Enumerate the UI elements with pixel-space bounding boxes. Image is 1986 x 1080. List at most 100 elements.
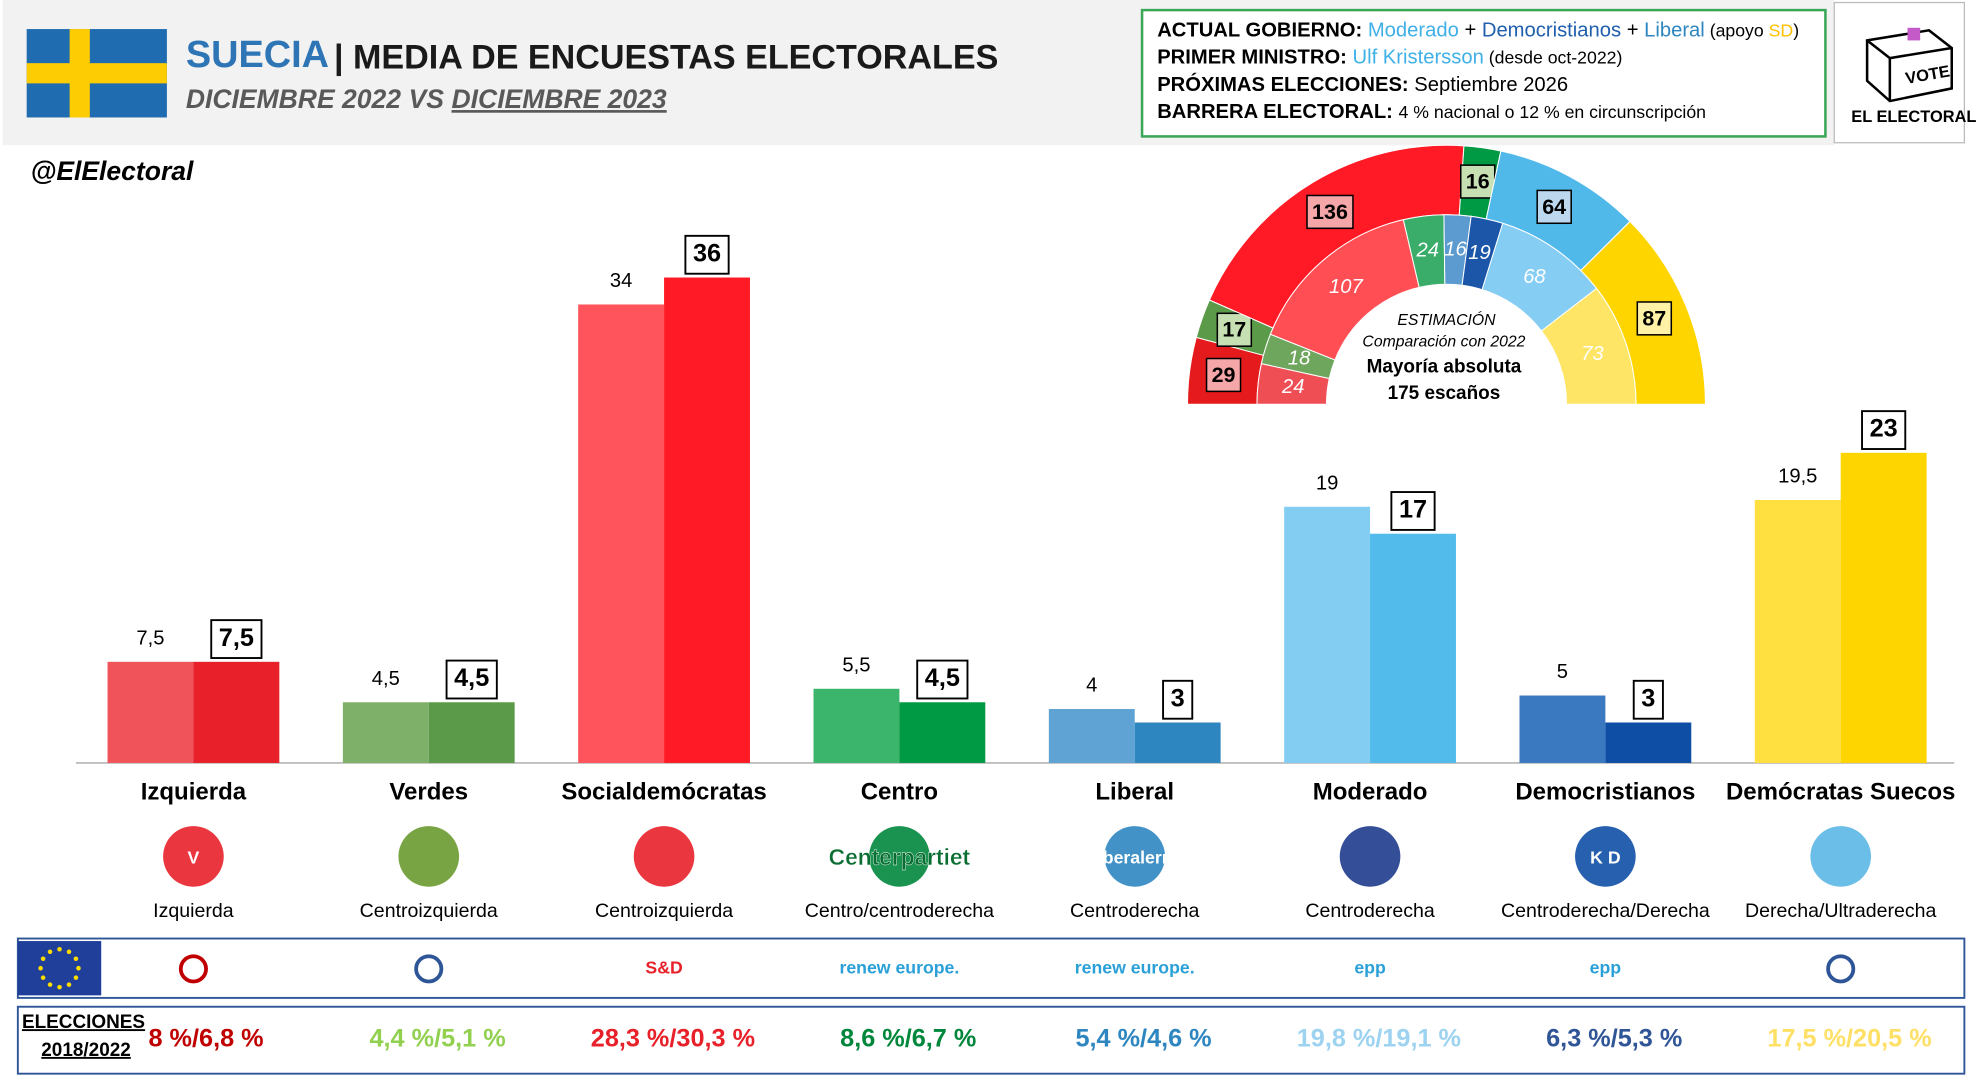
info-segment: PRIMER MINISTRO: — [1157, 47, 1352, 69]
info-segment: + — [1621, 20, 1644, 42]
seat-label: 24 — [1281, 376, 1304, 398]
hemi-title: ESTIMACIÓN — [1397, 310, 1496, 329]
eu-group: renew europe. — [839, 958, 959, 978]
value-box — [1162, 679, 1194, 720]
ideology: Izquierda — [153, 900, 234, 922]
value-label: 4,5 — [372, 668, 400, 690]
eu-group: S&D — [645, 958, 683, 978]
info-segment: PRÓXIMAS ELECCIONES: — [1157, 72, 1414, 96]
star — [57, 946, 62, 952]
seat-label: 64 — [1542, 195, 1566, 219]
value-box — [445, 659, 498, 700]
logo-text: Centerpartiet — [829, 844, 971, 870]
ideology: Derecha/Ultraderecha — [1745, 900, 1936, 922]
seat-box — [1306, 194, 1354, 230]
election-result: 8,6 %/6,7 % — [840, 1024, 976, 1052]
eu-group-logo — [178, 954, 208, 984]
election-result: 28,3 %/30,3 % — [591, 1024, 755, 1052]
value-label: 3 — [1171, 684, 1185, 712]
election-result: 5,4 %/4,6 % — [1075, 1024, 1211, 1052]
category-label: Socialdemócratas — [561, 779, 766, 806]
info-line: BARRERA ELECTORAL: 4 % nacional o 12 % e… — [1157, 101, 1706, 123]
bar — [1754, 500, 1841, 763]
eu-group: epp — [1590, 958, 1622, 978]
star — [76, 965, 81, 971]
election-result: 6,3 %/5,3 % — [1546, 1024, 1682, 1052]
bar — [1605, 722, 1692, 763]
value-label: 4,5 — [454, 664, 489, 692]
info-segment: ACTUAL GOBIERNO: — [1157, 20, 1368, 42]
bar — [1370, 533, 1456, 763]
election-result: 8 %/6,8 % — [149, 1024, 264, 1052]
party-logo — [1104, 826, 1166, 887]
ideology: Centroderecha/Derecha — [1501, 900, 1710, 922]
value-label: 19 — [1316, 472, 1338, 494]
info-segment: o — [1505, 102, 1515, 122]
bar — [578, 304, 665, 763]
star — [38, 965, 43, 971]
eu-group-logo — [414, 954, 444, 984]
category-label: Democristianos — [1515, 779, 1695, 806]
ideology: Centroizquierda — [595, 900, 733, 922]
info-segment: Democristianos — [1482, 20, 1621, 42]
star — [66, 949, 72, 955]
value-label: 17 — [1399, 496, 1427, 524]
election-result: 17,5 %/20,5 % — [1767, 1024, 1931, 1052]
category-label: Izquierda — [141, 779, 247, 806]
series-name: DICIEMBRE 2023 — [452, 84, 667, 114]
value-label: 4 — [1086, 675, 1097, 697]
value-box — [1390, 491, 1436, 531]
seat-label: 16 — [1466, 169, 1490, 193]
bar — [899, 702, 986, 763]
seat-label: 18 — [1288, 347, 1311, 369]
eu-box — [16, 937, 1966, 999]
seat-arc — [1540, 287, 1637, 405]
info-segment: (apoyo — [1705, 20, 1769, 40]
seat-label: 87 — [1642, 306, 1666, 330]
star — [66, 982, 72, 987]
info-box — [1140, 8, 1827, 138]
party-logo — [1810, 826, 1872, 887]
value-label: 34 — [610, 270, 632, 292]
info-lines: ACTUAL GOBIERNO: Moderado + Democristian… — [1157, 20, 1799, 123]
party-logo — [1339, 826, 1401, 887]
value-label: 4,5 — [925, 664, 960, 692]
eu-group-logo — [1826, 954, 1856, 984]
bar — [664, 277, 750, 763]
hemi-annotation: Mayoría absoluta — [1367, 357, 1522, 378]
info-segment: 4 % nacional — [1399, 102, 1505, 122]
brand-box — [1833, 1, 1965, 144]
value-box — [916, 659, 969, 700]
subtitle: DICIEMBRE 2022 VS DICIEMBRE 2023 — [186, 84, 667, 114]
party-logo — [398, 826, 460, 887]
country: SUECIA — [186, 34, 329, 76]
info-line: PRIMER MINISTRO: Ulf Kristersson (desde … — [1157, 47, 1622, 69]
info-line: PRÓXIMAS ELECCIONES: Septiembre 2026 — [1157, 72, 1568, 96]
info-segment: 12 % en circunscripción — [1514, 102, 1706, 122]
seat-label: 107 — [1329, 276, 1363, 298]
star — [57, 984, 62, 990]
hemi-annotation: 175 escaños — [1388, 383, 1501, 404]
bar — [1840, 452, 1927, 763]
ballot-box — [1865, 27, 1953, 103]
star — [40, 975, 46, 980]
seat-label: 24 — [1416, 240, 1439, 262]
info-segment: (desde oct-2022) — [1484, 47, 1623, 67]
bar — [1048, 709, 1135, 763]
value-label: 7,5 — [136, 627, 164, 649]
bar — [1134, 722, 1221, 763]
brand-name: EL ELECTORAL — [1851, 108, 1976, 126]
seat-box — [1216, 312, 1253, 347]
bar — [193, 661, 280, 763]
star — [73, 956, 79, 962]
party-logo — [163, 826, 224, 887]
bar — [107, 661, 194, 763]
party-logo — [1575, 826, 1636, 887]
info-line: ACTUAL GOBIERNO: Moderado + Democristian… — [1157, 20, 1799, 42]
eu-stars — [38, 946, 81, 990]
info-segment: + — [1459, 20, 1482, 42]
ideology: Centro/centroderecha — [805, 900, 994, 922]
eu-group: renew europe. — [1075, 958, 1195, 978]
star — [47, 982, 53, 987]
